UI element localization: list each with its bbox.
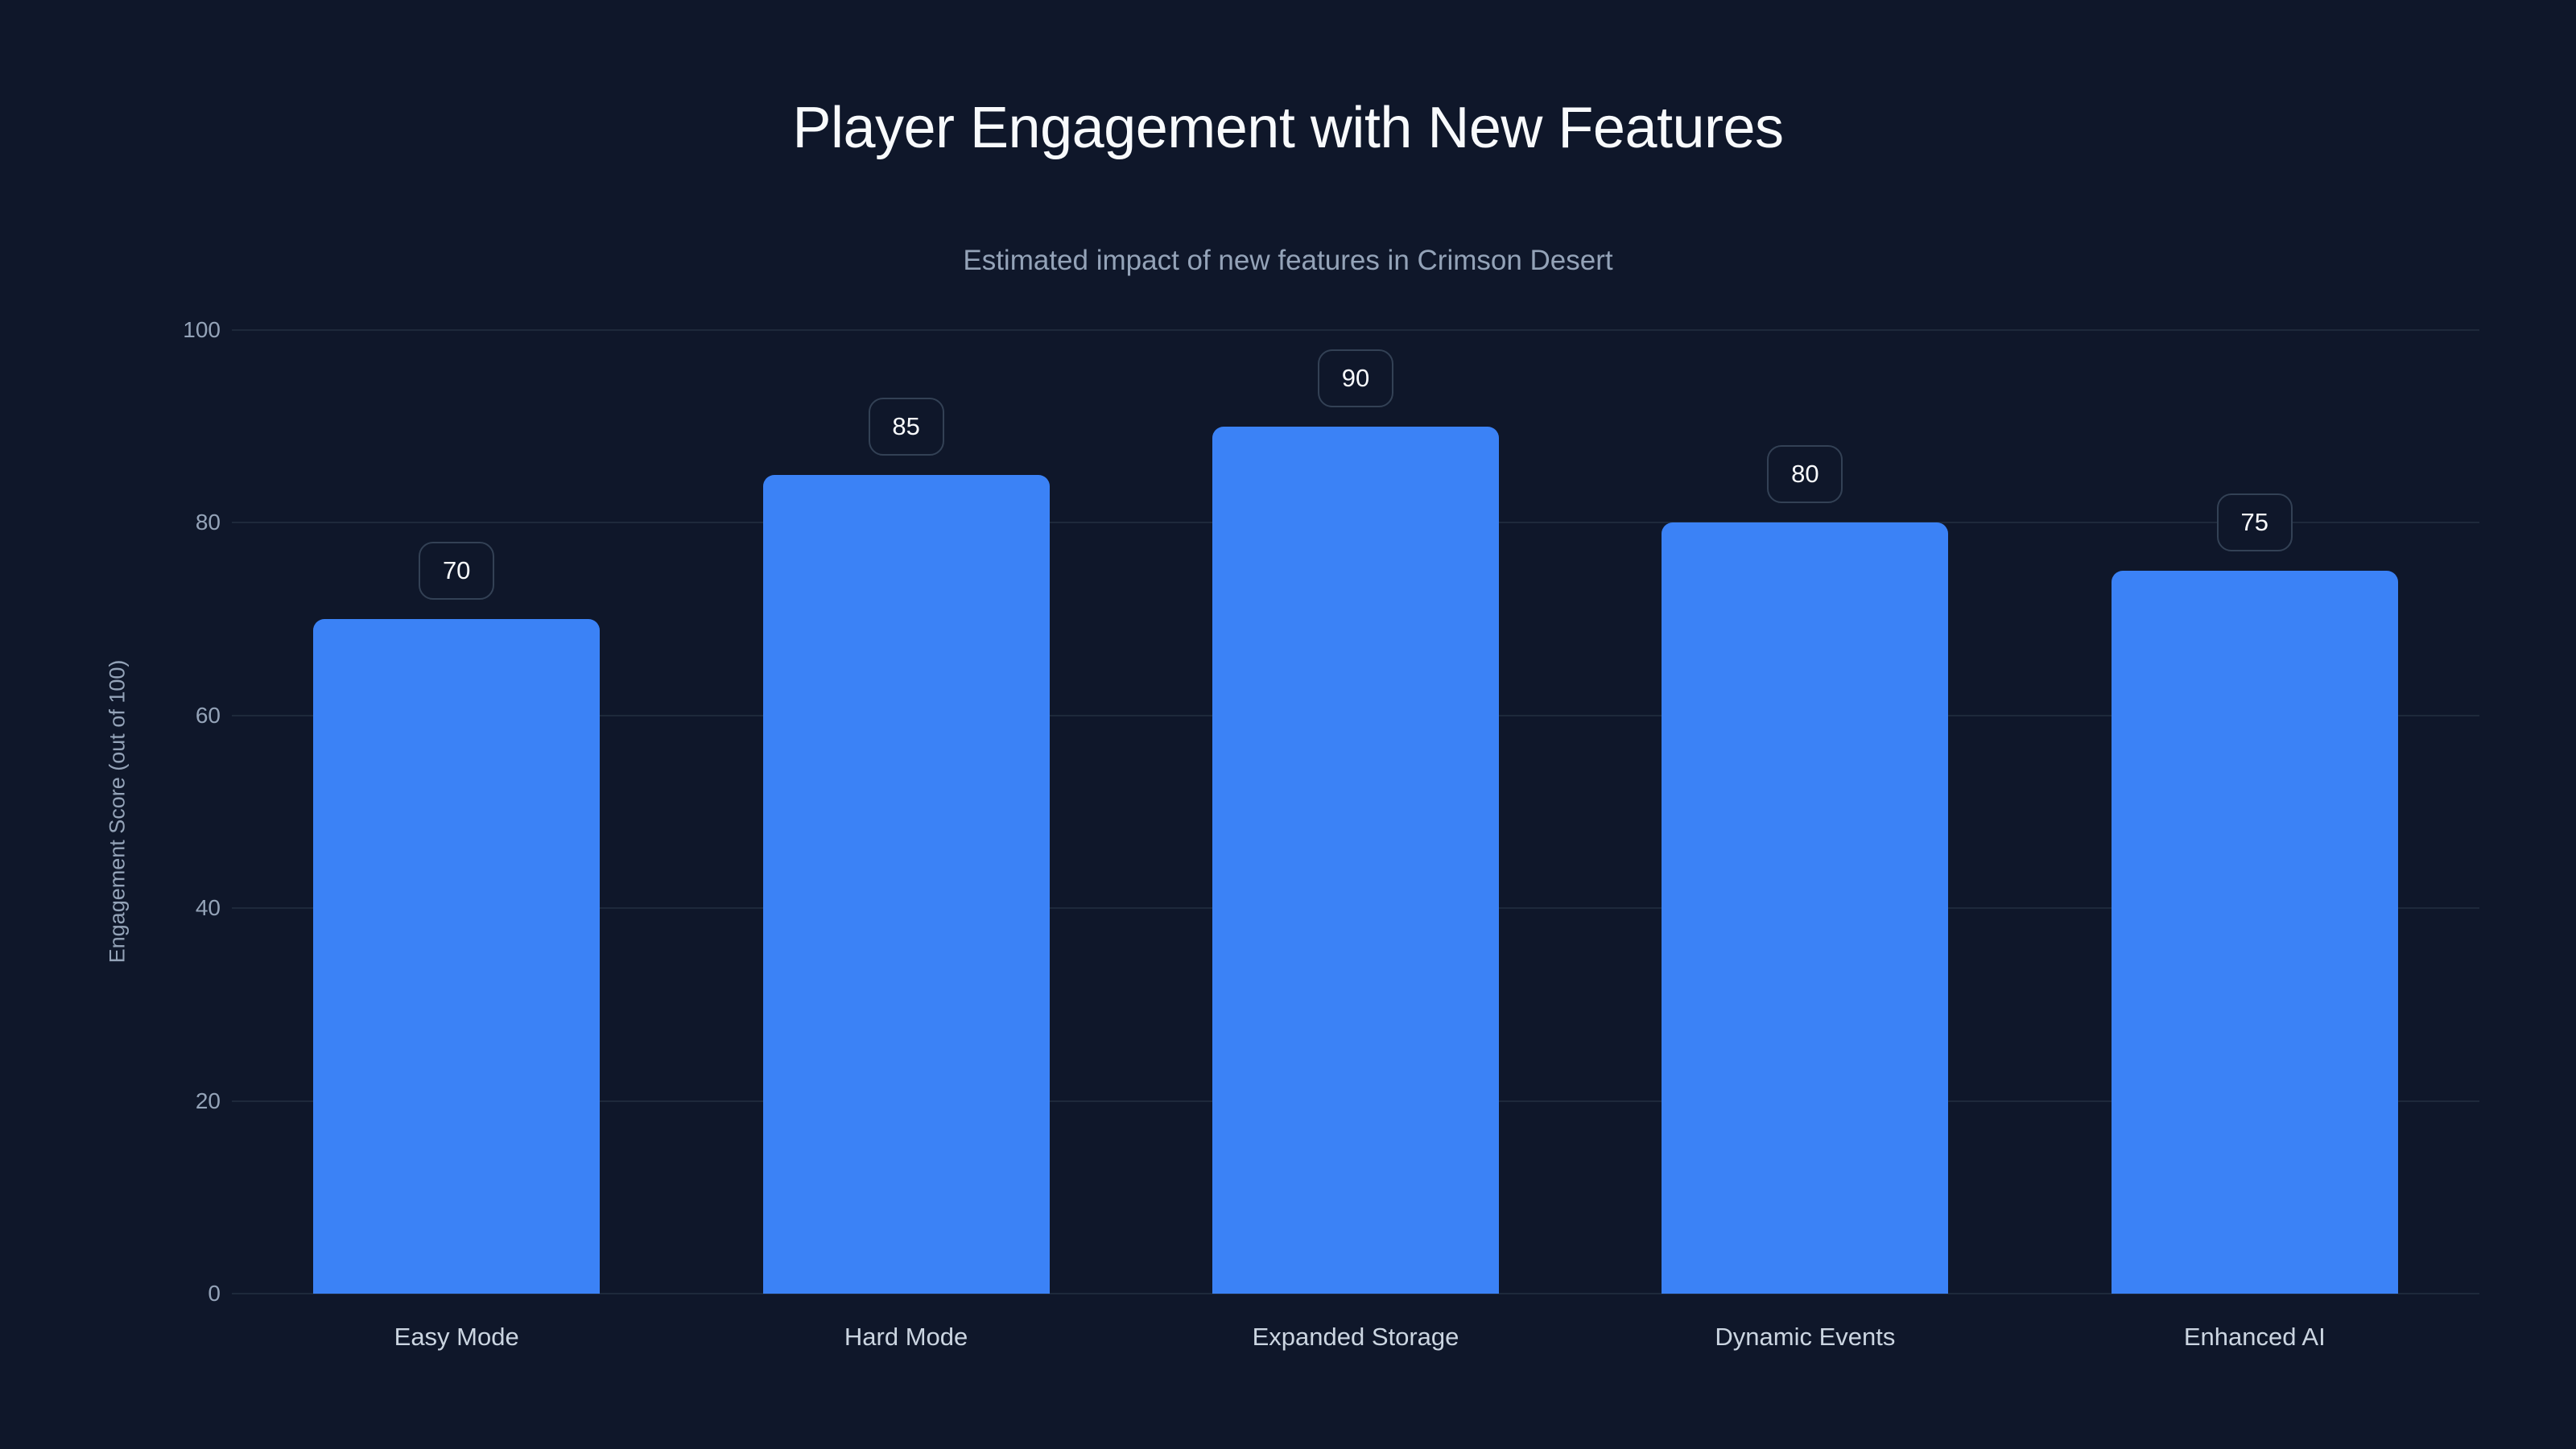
bar bbox=[1212, 426, 1499, 1294]
value-label-badge: 70 bbox=[419, 542, 495, 601]
x-tick-label: Easy Mode bbox=[394, 1323, 519, 1351]
bar bbox=[2111, 571, 2398, 1294]
value-label-badge: 90 bbox=[1318, 349, 1393, 407]
x-tick-label: Hard Mode bbox=[844, 1323, 968, 1351]
plot-area: 0 20 40 60 80 100 70 Easy Mode 85 Hard Mode 90 Exp… bbox=[183, 317, 2479, 1351]
x-tick-label: Enhanced AI bbox=[2183, 1323, 2326, 1351]
x-tick-label: Expanded Storage bbox=[1252, 1323, 1459, 1351]
value-label-badge: 80 bbox=[1767, 445, 1843, 504]
bar bbox=[313, 619, 601, 1294]
bar bbox=[1662, 522, 1949, 1294]
y-tick-label: 40 bbox=[195, 895, 221, 921]
value-label-badge: 75 bbox=[2216, 493, 2293, 552]
x-tick-label: Dynamic Events bbox=[1715, 1323, 1896, 1351]
bar bbox=[762, 474, 1050, 1294]
gridline bbox=[232, 1293, 2479, 1294]
y-tick-label: 0 bbox=[208, 1281, 221, 1306]
gridline bbox=[232, 329, 2479, 331]
y-tick-label: 80 bbox=[195, 510, 221, 535]
y-tick-label: 60 bbox=[195, 702, 221, 728]
chart-subtitle: Estimated impact of new features in Crim… bbox=[963, 245, 1613, 276]
chart-title: Player Engagement with New Features bbox=[792, 96, 1784, 160]
y-tick-label: 100 bbox=[183, 317, 221, 342]
y-tick-label: 20 bbox=[195, 1088, 221, 1113]
value-label-badge: 85 bbox=[868, 397, 944, 456]
